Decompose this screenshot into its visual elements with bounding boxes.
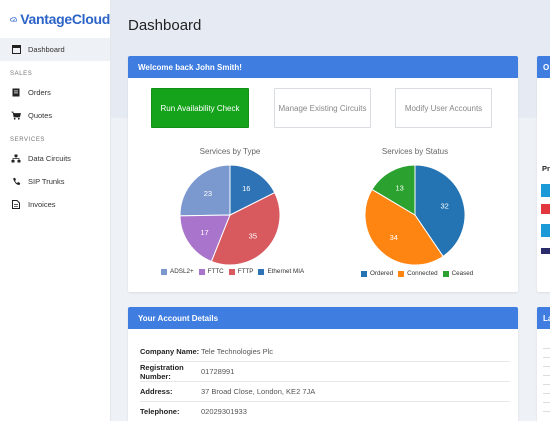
detail-value: Tele Technologies Plc <box>201 347 273 356</box>
legend-item[interactable]: FTTP <box>228 268 254 275</box>
right-panel-top-title: O <box>537 56 550 78</box>
sidebar-item-label: Quotes <box>28 111 53 120</box>
legend-label: FTTP <box>237 268 254 275</box>
sidebar-item-orders[interactable]: Orders <box>0 81 110 104</box>
dashboard-icon <box>11 45 21 55</box>
legend-label: Connected <box>407 270 438 277</box>
detail-key: Registration Number: <box>140 362 184 381</box>
right-panel-text-lines <box>543 342 550 412</box>
legend-swatch <box>228 268 235 275</box>
detail-key: Company Name: <box>140 347 200 356</box>
nav-section-sales: SALES <box>10 71 33 77</box>
right-panel-top: O Pr <box>537 56 550 292</box>
legend-label: Ceased <box>451 270 474 277</box>
phone-icon <box>11 177 21 187</box>
pie-data-label: 17 <box>200 228 208 237</box>
account-card: Your Account Details Company Name: Tele … <box>128 307 518 421</box>
provider-logo-3 <box>541 224 550 237</box>
welcome-title: Welcome back John Smith! <box>128 56 518 78</box>
detail-key: Address: <box>140 387 173 396</box>
right-panel-label: Pr <box>542 164 550 173</box>
right-panel-bottom: La <box>537 307 550 421</box>
legend-swatch <box>198 268 205 275</box>
page-title: Dashboard <box>128 17 202 34</box>
sidebar: VantageCloud Dashboard SALES Orders Quot… <box>0 0 111 421</box>
provider-logo-1 <box>541 184 550 197</box>
legend-label: ADSL2+ <box>170 268 194 275</box>
cloud-icon <box>10 16 18 22</box>
legend-swatch <box>258 268 265 275</box>
detail-value: 37 Broad Close, London, KE2 7JA <box>201 387 316 396</box>
detail-key: Telephone: <box>140 407 180 416</box>
pie-slice-ethernet-mia[interactable] <box>229 164 276 216</box>
pie-chart-type: 23 17 35 16 <box>179 164 281 266</box>
pie-slice-fttc[interactable] <box>179 214 231 263</box>
pie-slice-ceased[interactable] <box>371 164 416 216</box>
legend-status: Ordered Connected Ceased <box>361 270 478 277</box>
account-title: Your Account Details <box>128 307 518 329</box>
sidebar-item-label: Orders <box>28 88 51 97</box>
right-panel-bottom-title: La <box>537 307 550 329</box>
modify-user-accounts-button[interactable]: Modify User Accounts <box>395 88 492 128</box>
detail-row-registration: Registration Number: 01728991 <box>140 362 510 382</box>
pie-slice-fttp[interactable] <box>210 191 281 266</box>
detail-value: 01728991 <box>201 367 235 376</box>
provider-logo-2 <box>541 204 550 214</box>
legend-label: Ordered <box>370 270 394 277</box>
detail-row-telephone: Telephone: 02029301933 <box>140 402 510 421</box>
orders-icon <box>11 88 21 98</box>
sidebar-item-sip-trunks[interactable]: SIP Trunks <box>0 170 110 193</box>
sidebar-item-dashboard[interactable]: Dashboard <box>0 38 110 61</box>
pie-slice-ordered[interactable] <box>414 164 466 258</box>
sidebar-item-invoices[interactable]: Invoices <box>0 193 110 216</box>
detail-value: 02029301933 <box>201 407 247 416</box>
sidebar-item-data-circuits[interactable]: Data Circuits <box>0 147 110 170</box>
legend-swatch <box>161 268 167 275</box>
pie-data-label: 13 <box>396 184 404 193</box>
pie-data-label: 23 <box>204 189 212 198</box>
legend-label: Ethernet MIA <box>267 268 305 275</box>
provider-logo-4 <box>541 248 550 254</box>
legend-swatch <box>442 270 449 277</box>
legend-item[interactable]: Ethernet MIA <box>258 268 304 275</box>
pie-slice-connected[interactable] <box>364 188 444 266</box>
legend-item[interactable]: ADSL2+ <box>161 268 194 275</box>
legend-item[interactable]: Ceased <box>442 270 474 277</box>
pie-data-label: 35 <box>249 231 257 240</box>
legend-item[interactable]: FTTC <box>198 268 224 275</box>
legend-item[interactable]: Connected <box>398 270 438 277</box>
sidebar-item-label: Dashboard <box>28 45 65 54</box>
pie-chart-status: 32 34 13 <box>364 164 466 266</box>
legend-swatch <box>361 270 367 277</box>
brand-logo[interactable]: VantageCloud <box>0 0 110 38</box>
sidebar-item-label: Data Circuits <box>28 154 71 163</box>
pie-slice-adsl2-[interactable] <box>179 164 231 217</box>
legend-item[interactable]: Ordered <box>361 270 393 277</box>
pie-data-label: 16 <box>242 184 250 193</box>
legend-type: ADSL2+ FTTC FTTP Ethernet MIA <box>161 268 309 275</box>
sidebar-item-label: Invoices <box>28 200 56 209</box>
nav-section-services: SERVICES <box>10 137 46 143</box>
invoice-icon <box>11 200 21 210</box>
manage-existing-circuits-button[interactable]: Manage Existing Circuits <box>274 88 371 128</box>
cart-icon <box>11 111 21 121</box>
detail-row-company: Company Name: Tele Technologies Plc <box>140 342 510 362</box>
legend-label: FTTC <box>207 268 224 275</box>
pie-data-label: 34 <box>390 233 398 242</box>
chart-title-type: Services by Type <box>199 147 261 156</box>
pie-data-label: 32 <box>440 201 448 210</box>
brand-name: VantageCloud <box>20 11 110 27</box>
sidebar-item-label: SIP Trunks <box>28 177 65 186</box>
network-icon <box>11 154 21 164</box>
detail-row-address: Address: 37 Broad Close, London, KE2 7JA <box>140 382 510 402</box>
legend-swatch <box>398 270 405 277</box>
welcome-card: Welcome back John Smith! Run Availabilit… <box>128 56 518 292</box>
sidebar-item-quotes[interactable]: Quotes <box>0 104 110 127</box>
chart-title-status: Services by Status <box>381 147 449 156</box>
run-availability-check-button[interactable]: Run Availability Check <box>151 88 249 128</box>
